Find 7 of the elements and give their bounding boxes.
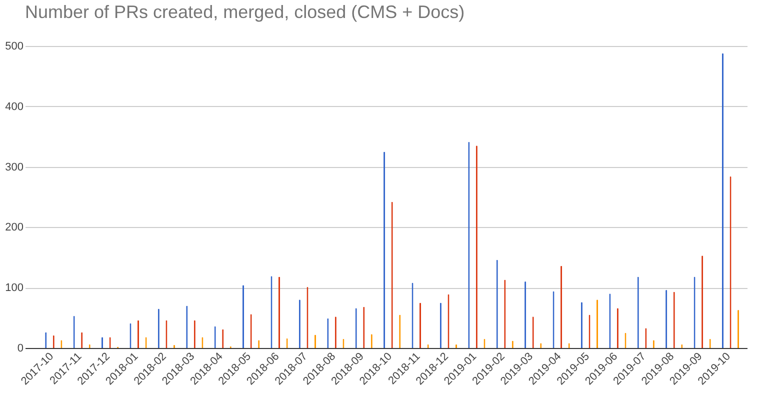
y-tick-label: 100: [5, 282, 24, 294]
chart-title: Number of PRs created, merged, closed (CMS + Docs): [25, 2, 465, 22]
y-tick-label: 200: [5, 222, 24, 234]
y-tick-label: 500: [5, 40, 24, 52]
y-tick-label: 300: [5, 161, 24, 174]
y-tick-label: 0: [17, 342, 24, 354]
y-tick-label: 400: [5, 100, 24, 113]
